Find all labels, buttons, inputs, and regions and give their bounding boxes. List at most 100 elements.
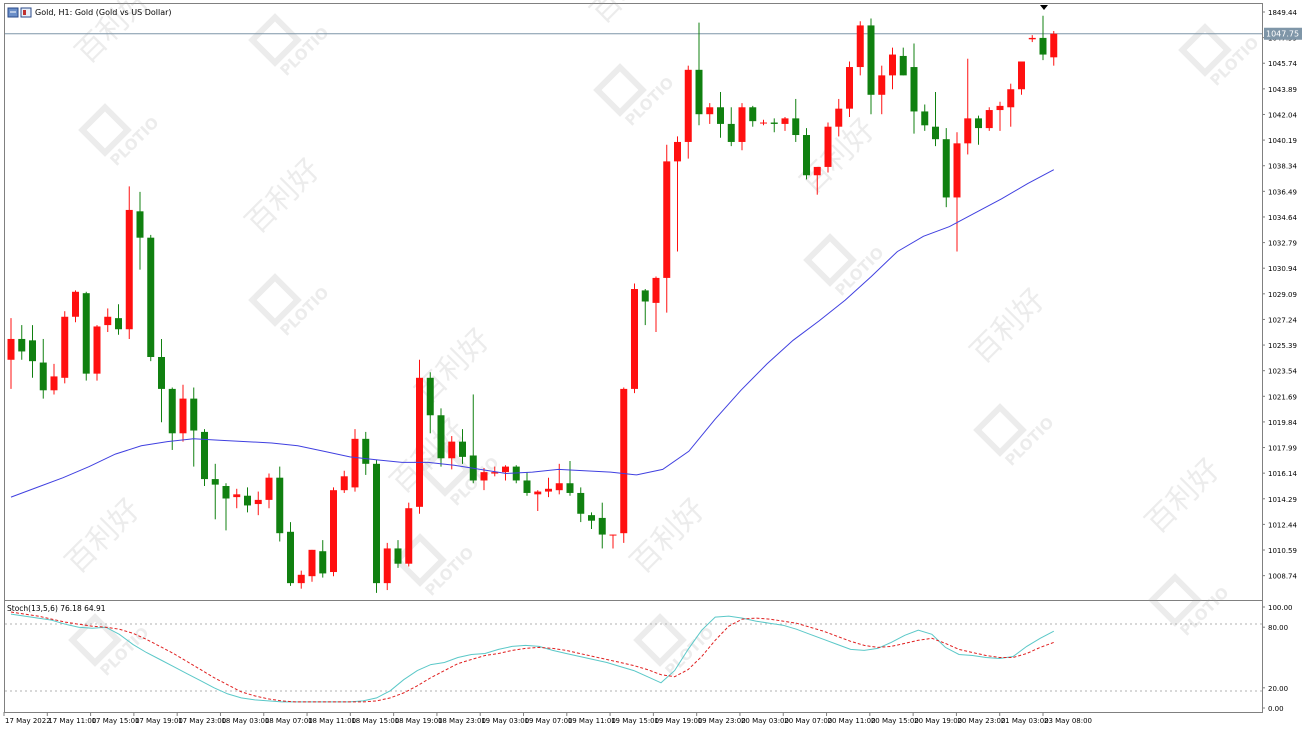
candle-body	[448, 441, 456, 459]
candle-body	[695, 69, 703, 115]
watermark-logo-icon	[418, 443, 472, 497]
price-tick-label: 1030.94	[1268, 265, 1297, 273]
candle-body	[383, 548, 391, 584]
price-tick-label: 1025.39	[1268, 342, 1297, 350]
candle-body	[760, 122, 767, 124]
candle-body	[803, 135, 810, 176]
time-tick-label: 19 May 07:00	[525, 717, 573, 725]
price-tick-label: 1021.69	[1268, 393, 1297, 401]
candle-body	[792, 118, 800, 136]
candle-body	[362, 438, 370, 464]
time-tick-label: 19 May 03:00	[481, 717, 529, 725]
candle-body	[942, 139, 950, 198]
moving-average-line	[10, 169, 1055, 498]
candle-body	[276, 477, 284, 534]
candle-body	[7, 338, 15, 360]
candle-body	[953, 143, 961, 198]
candle-body	[684, 69, 692, 142]
candle-body	[72, 291, 79, 317]
candle-body	[1018, 61, 1025, 90]
watermark-chinese: 百利好	[239, 152, 327, 240]
time-tick-label: 18 May 23:00	[438, 717, 486, 725]
candle-body	[867, 25, 875, 95]
price-tick-label: 1016.14	[1268, 470, 1297, 478]
time-tick-label: 17 May 11:00	[48, 717, 96, 725]
candle-body	[394, 548, 402, 564]
candle-body	[168, 388, 176, 434]
watermark-logo-icon	[1178, 23, 1232, 77]
candle-body	[663, 161, 671, 278]
time-tick-label: 19 May 19:00	[654, 717, 702, 725]
candle-body	[674, 141, 681, 162]
time-tick-label: 20 May 07:00	[784, 717, 832, 725]
price-tick-label: 1042.04	[1268, 111, 1297, 119]
candle-body	[287, 531, 294, 584]
watermark-logo-icon	[68, 613, 122, 667]
time-tick-label: 19 May 23:00	[698, 717, 746, 725]
candle-body	[609, 534, 617, 536]
candle-body	[598, 517, 606, 535]
candle-body	[319, 551, 327, 574]
candle-body	[641, 290, 649, 302]
candle-body	[727, 123, 735, 142]
time-tick-label: 19 May 11:00	[568, 717, 616, 725]
candle-body	[878, 75, 886, 95]
price-tick-label: 1019.84	[1268, 419, 1297, 427]
candle-body	[846, 67, 853, 109]
price-tick-label: 1023.54	[1268, 368, 1297, 376]
stoch-signal-line	[10, 611, 1054, 703]
candle-body	[416, 377, 423, 507]
candle-body	[534, 491, 542, 495]
candle-body	[244, 495, 251, 506]
candle-body	[265, 477, 273, 500]
candle-body	[93, 326, 101, 374]
candle-body	[1028, 37, 1036, 40]
candle-body	[781, 118, 789, 124]
price-tick-label: 1032.79	[1268, 240, 1297, 248]
candle-body	[330, 490, 337, 573]
candle-body	[856, 25, 864, 68]
stoch-tick-label: 20.00	[1268, 685, 1288, 693]
time-tick-label: 20 May 19:00	[914, 717, 962, 725]
candle-body	[297, 574, 305, 584]
candle-body	[459, 441, 466, 457]
time-tick-label: 18 May 07:00	[265, 717, 313, 725]
candle-body	[738, 107, 746, 142]
shift-marker-icon[interactable]	[1040, 5, 1048, 10]
watermark-logo-icon	[78, 103, 132, 157]
time-tick-label: 17 May 23:00	[178, 717, 226, 725]
stoch-tick-label: 0.00	[1268, 705, 1284, 713]
candle-body	[340, 476, 348, 491]
candle-body	[29, 340, 36, 362]
candle-body	[512, 466, 520, 481]
candle-body	[115, 318, 122, 330]
candle-body	[588, 515, 595, 521]
candle-body	[18, 338, 26, 352]
time-tick-label: 18 May 15:00	[351, 717, 399, 725]
candle-body	[932, 126, 939, 140]
candle-body	[620, 388, 628, 534]
candle-body	[889, 54, 896, 76]
candle-body	[426, 377, 434, 416]
time-tick-label: 18 May 03:00	[221, 717, 269, 725]
price-tick-label: 1038.34	[1268, 163, 1297, 171]
time-tick-label: 17 May 15:00	[92, 717, 140, 725]
price-axis: 1849.441047.591045.741043.891042.041040.…	[1262, 9, 1297, 581]
candle-body	[964, 118, 972, 144]
candle-body	[125, 209, 133, 330]
time-tick-label: 17 May 2022	[5, 717, 51, 725]
watermark-logo-icon	[973, 403, 1027, 457]
watermark-logo-icon	[1148, 573, 1202, 627]
candle-body	[491, 472, 499, 474]
candle-body	[835, 108, 843, 127]
candle-body	[985, 110, 993, 129]
stoch-axis: 100.00 80.00 20.00 0.00	[1262, 604, 1293, 713]
candle-body	[824, 126, 832, 167]
price-tick-label: 1012.44	[1268, 521, 1297, 529]
price-tick-label: 1017.99	[1268, 445, 1297, 453]
price-tick-label: 1008.74	[1268, 573, 1297, 581]
